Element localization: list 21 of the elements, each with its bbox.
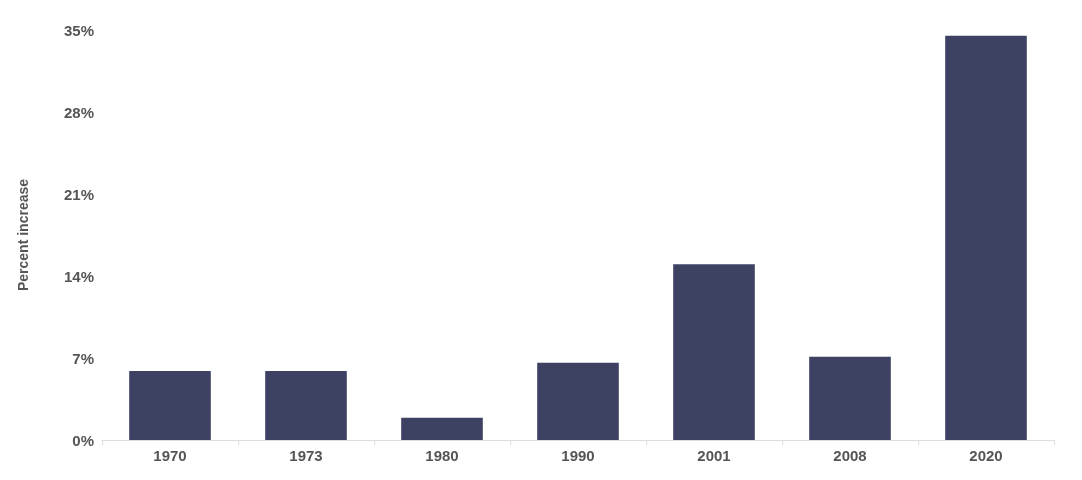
x-tick-label: 1990 [561, 447, 595, 464]
y-tick-label: 35% [63, 21, 94, 39]
bar [401, 417, 483, 440]
bar [809, 356, 891, 440]
y-tick-label: 0% [72, 431, 94, 449]
x-tick-label: 2020 [969, 447, 1003, 464]
bar [265, 370, 347, 440]
bar [537, 362, 619, 440]
y-tick-label: 7% [72, 349, 94, 367]
x-tick-label: 2001 [697, 447, 731, 464]
y-axis-title: Percent increase [15, 178, 31, 292]
bar [945, 35, 1027, 440]
x-tick-label: 1980 [425, 447, 459, 464]
bar [129, 370, 211, 440]
x-tick-label: 1973 [289, 447, 323, 464]
bar [673, 264, 755, 440]
y-tick-label: 28% [63, 103, 94, 121]
y-tick-label: 14% [63, 267, 94, 285]
y-tick-label: 21% [63, 185, 94, 203]
x-tick-label: 1970 [153, 447, 187, 464]
x-tick-label: 2008 [833, 447, 867, 464]
